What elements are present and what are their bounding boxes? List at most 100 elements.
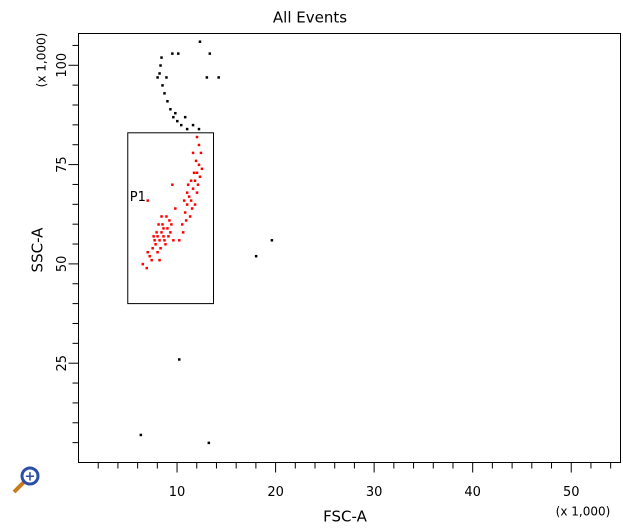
y-tick-label: 100 xyxy=(55,53,70,78)
point xyxy=(197,163,201,167)
gate xyxy=(127,132,215,305)
point xyxy=(150,258,153,262)
x-tick-label: 50 xyxy=(563,485,580,500)
x-axis-label: FSC-A xyxy=(323,508,367,526)
zoom-icon[interactable]: + xyxy=(12,466,40,494)
point xyxy=(157,223,160,226)
x-tick-label: 10 xyxy=(169,485,186,500)
point xyxy=(191,187,195,190)
y-multiplier: (x 1,000) xyxy=(35,33,49,88)
x-tick-label: 30 xyxy=(366,485,383,500)
point xyxy=(156,235,159,238)
point xyxy=(146,199,149,202)
point xyxy=(158,258,161,262)
point xyxy=(163,239,166,242)
y-tick-label: 50 xyxy=(55,256,70,273)
point xyxy=(160,56,163,59)
point xyxy=(198,40,202,43)
point xyxy=(152,235,155,238)
x-tick-label: 20 xyxy=(267,485,284,500)
point xyxy=(177,52,180,55)
point xyxy=(174,111,177,115)
point xyxy=(184,219,188,222)
point xyxy=(153,239,156,242)
point xyxy=(189,199,193,202)
point xyxy=(165,76,168,79)
point xyxy=(186,183,190,186)
point xyxy=(166,100,169,103)
point xyxy=(160,215,163,218)
point xyxy=(172,239,175,242)
point xyxy=(195,135,199,139)
point xyxy=(163,92,166,95)
point xyxy=(182,199,186,202)
point xyxy=(151,247,154,250)
point xyxy=(254,254,258,258)
point xyxy=(170,223,173,226)
point xyxy=(158,72,161,75)
point xyxy=(200,167,204,171)
x-multiplier: (x 1,000) xyxy=(556,505,611,519)
point xyxy=(183,211,187,214)
point xyxy=(178,358,181,361)
point xyxy=(171,183,174,186)
point xyxy=(169,231,172,234)
point xyxy=(270,239,274,242)
point xyxy=(196,183,200,186)
point xyxy=(185,127,189,131)
point xyxy=(162,235,165,238)
point xyxy=(208,52,212,55)
point xyxy=(195,171,199,175)
point xyxy=(146,250,149,254)
y-tick-label: 25 xyxy=(55,355,70,372)
x-tick-label: 40 xyxy=(464,485,481,500)
point xyxy=(193,203,197,206)
svg-text:+: + xyxy=(25,470,36,485)
point xyxy=(199,151,203,155)
point xyxy=(167,235,170,238)
point xyxy=(159,64,162,67)
point xyxy=(169,107,172,111)
point xyxy=(198,175,202,178)
point xyxy=(162,227,165,230)
point xyxy=(205,76,209,79)
point xyxy=(191,151,195,155)
point xyxy=(183,115,187,119)
point xyxy=(174,207,177,210)
plot-frame xyxy=(78,33,621,463)
point xyxy=(166,227,169,230)
point xyxy=(158,239,161,242)
point xyxy=(156,250,159,254)
point xyxy=(161,84,164,87)
point xyxy=(193,179,197,182)
point xyxy=(189,179,193,182)
point xyxy=(171,52,174,55)
point xyxy=(207,441,211,445)
point xyxy=(188,215,192,218)
point xyxy=(161,223,164,226)
point xyxy=(191,123,195,127)
point xyxy=(181,231,185,234)
y-axis-label: SSC-A xyxy=(29,227,47,273)
point xyxy=(185,191,189,194)
chart-title: All Events xyxy=(273,9,347,27)
point xyxy=(159,247,162,250)
point xyxy=(160,231,163,234)
point xyxy=(139,433,143,437)
gate-label: P1 xyxy=(130,190,146,205)
point xyxy=(195,191,199,194)
point xyxy=(192,171,196,175)
point xyxy=(194,159,198,163)
point xyxy=(176,119,179,123)
point xyxy=(156,76,159,79)
point xyxy=(190,207,194,210)
point xyxy=(187,195,191,198)
point xyxy=(178,239,181,242)
point xyxy=(145,266,148,270)
point xyxy=(185,203,189,206)
y-tick-label: 75 xyxy=(55,156,70,173)
point xyxy=(141,262,145,266)
point xyxy=(148,254,151,258)
point xyxy=(164,243,167,246)
